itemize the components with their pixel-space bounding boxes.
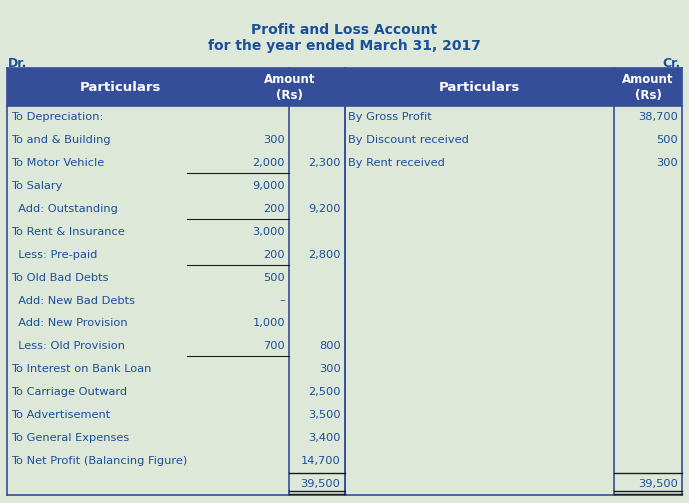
Text: Cr.: Cr. xyxy=(663,57,681,70)
Bar xyxy=(7,68,344,106)
Text: To Rent & Insurance: To Rent & Insurance xyxy=(11,227,125,237)
Text: 39,500: 39,500 xyxy=(300,478,340,488)
Text: By Rent received: By Rent received xyxy=(349,158,445,168)
Text: To Advertisement: To Advertisement xyxy=(11,410,110,420)
Text: 500: 500 xyxy=(263,273,285,283)
Text: Amount
(Rs): Amount (Rs) xyxy=(263,72,315,102)
Text: To and & Building: To and & Building xyxy=(11,135,111,145)
Text: To Salary: To Salary xyxy=(11,181,63,191)
Text: 500: 500 xyxy=(656,135,678,145)
Text: Particulars: Particulars xyxy=(439,80,520,94)
Text: 1,000: 1,000 xyxy=(252,318,285,328)
Bar xyxy=(7,106,344,495)
Text: Profit and Loss Account: Profit and Loss Account xyxy=(251,23,438,37)
Text: 2,300: 2,300 xyxy=(308,158,340,168)
Text: 2,800: 2,800 xyxy=(308,249,340,260)
Text: Less: Old Provision: Less: Old Provision xyxy=(11,341,125,351)
Text: Dr.: Dr. xyxy=(8,57,28,70)
Text: 3,400: 3,400 xyxy=(308,433,340,443)
Text: To Old Bad Debts: To Old Bad Debts xyxy=(11,273,108,283)
Text: for the year ended March 31, 2017: for the year ended March 31, 2017 xyxy=(208,39,481,53)
Text: 9,000: 9,000 xyxy=(252,181,285,191)
Text: To Carriage Outward: To Carriage Outward xyxy=(11,387,127,397)
Text: By Discount received: By Discount received xyxy=(349,135,469,145)
Text: Add: New Bad Debts: Add: New Bad Debts xyxy=(11,295,135,305)
Text: 3,000: 3,000 xyxy=(252,227,285,237)
Text: 38,700: 38,700 xyxy=(638,113,678,122)
Text: 300: 300 xyxy=(656,158,678,168)
Text: 2,000: 2,000 xyxy=(252,158,285,168)
Text: Particulars: Particulars xyxy=(80,80,161,94)
Text: –: – xyxy=(279,295,285,305)
Text: Amount
(Rs): Amount (Rs) xyxy=(622,72,674,102)
Text: 800: 800 xyxy=(319,341,340,351)
Text: To Motor Vehicle: To Motor Vehicle xyxy=(11,158,104,168)
Text: Add: New Provision: Add: New Provision xyxy=(11,318,127,328)
Text: 9,200: 9,200 xyxy=(308,204,340,214)
Text: Less: Pre-paid: Less: Pre-paid xyxy=(11,249,97,260)
Text: To Net Profit (Balancing Figure): To Net Profit (Balancing Figure) xyxy=(11,456,187,466)
Text: 700: 700 xyxy=(263,341,285,351)
Bar xyxy=(344,68,682,106)
Text: To General Expenses: To General Expenses xyxy=(11,433,130,443)
Text: Add: Outstanding: Add: Outstanding xyxy=(11,204,118,214)
Bar xyxy=(344,106,682,495)
Text: 3,500: 3,500 xyxy=(308,410,340,420)
Text: 300: 300 xyxy=(319,364,340,374)
Text: To Interest on Bank Loan: To Interest on Bank Loan xyxy=(11,364,152,374)
Text: By Gross Profit: By Gross Profit xyxy=(349,113,432,122)
Text: 39,500: 39,500 xyxy=(638,478,678,488)
Text: 300: 300 xyxy=(263,135,285,145)
Text: 200: 200 xyxy=(263,204,285,214)
Text: 14,700: 14,700 xyxy=(301,456,340,466)
Text: To Depreciation:: To Depreciation: xyxy=(11,113,103,122)
Text: 2,500: 2,500 xyxy=(308,387,340,397)
Text: 200: 200 xyxy=(263,249,285,260)
